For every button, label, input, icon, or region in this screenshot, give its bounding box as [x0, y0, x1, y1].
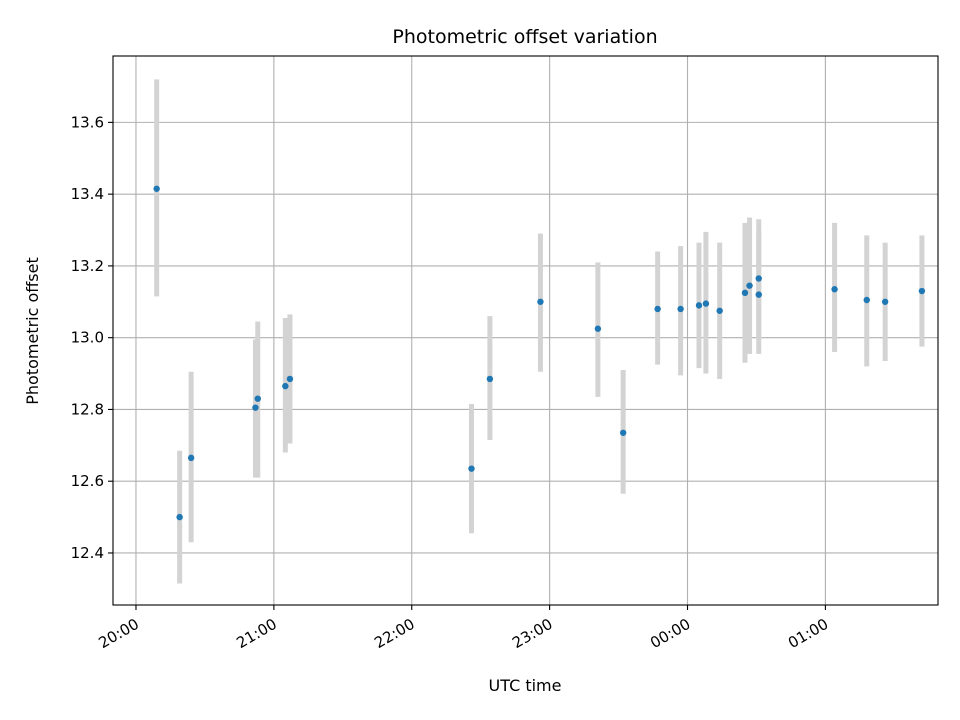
data-point	[619, 429, 627, 436]
y-tick-label: 13.2	[71, 257, 104, 275]
x-tick-label: 21:00	[233, 615, 279, 652]
data-point	[286, 375, 294, 383]
data-points	[153, 185, 926, 521]
data-point	[677, 305, 684, 313]
data-point	[695, 302, 703, 309]
data-point	[537, 298, 544, 305]
data-point	[187, 454, 195, 462]
data-point	[486, 375, 494, 383]
y-tick-label: 13.4	[71, 185, 104, 203]
data-point	[153, 185, 160, 192]
y-tick-label: 13.6	[71, 113, 104, 131]
x-tick-label: 23:00	[509, 615, 555, 652]
x-tick-label: 22:00	[371, 615, 417, 652]
data-point	[881, 298, 889, 305]
data-point	[254, 395, 261, 402]
y-axis-label: Photometric offset	[23, 257, 42, 405]
y-tick-label: 12.4	[71, 544, 104, 562]
data-point	[755, 291, 762, 298]
x-tick-label: 00:00	[647, 615, 693, 652]
y-tick-label: 12.6	[71, 472, 104, 490]
y-tick-label: 13.0	[71, 329, 104, 347]
data-point	[282, 382, 289, 390]
x-tick-label: 20:00	[96, 615, 142, 652]
y-tick-label: 12.8	[71, 400, 104, 418]
data-point	[702, 300, 710, 307]
grid	[113, 56, 938, 605]
data-point	[863, 296, 870, 304]
data-point	[741, 289, 749, 297]
plot-frame	[112, 55, 939, 606]
data-point	[252, 404, 259, 411]
error-bars	[154, 79, 925, 584]
data-point	[918, 287, 926, 295]
data-point	[746, 282, 753, 289]
data-point	[831, 286, 838, 293]
data-point	[716, 307, 723, 314]
data-point	[176, 513, 183, 521]
chart-title: Photometric offset variation	[392, 26, 657, 48]
data-point	[468, 465, 475, 472]
x-axis-label: UTC time	[489, 676, 562, 695]
data-point	[755, 275, 762, 282]
data-point	[594, 325, 602, 332]
x-tick-label: 01:00	[785, 615, 831, 652]
data-point	[654, 305, 661, 313]
